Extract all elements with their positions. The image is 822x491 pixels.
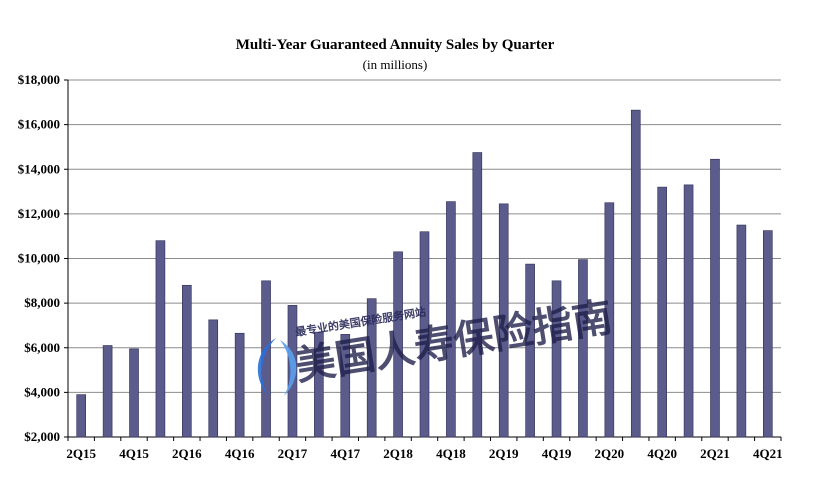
bars — [76, 109, 773, 438]
y-tick-label: $10,000 — [18, 251, 60, 266]
bar-1Q18 — [366, 298, 377, 438]
bar-4Q18 — [446, 201, 456, 438]
x-tick-label: 2Q20 — [595, 446, 625, 461]
y-tick-labels: $2,000 $4,000 $6,000 $8,000 $10,000 $12,000 $1… — [18, 72, 60, 444]
x-tick-labels: 2Q15 4Q15 2Q16 4Q16 2Q17 4Q17 2Q18 4Q18 2Q19 4Q19… — [66, 446, 782, 461]
y-tick-label: $4,000 — [24, 384, 60, 399]
x-tick-label: 2Q16 — [172, 446, 202, 461]
x-tick-label: 4Q17 — [330, 446, 360, 461]
bar-3Q18 — [419, 231, 430, 438]
bar-2Q21 — [710, 158, 720, 438]
chart-subtitle: (in millions) — [362, 57, 428, 72]
bar-3Q20 — [630, 109, 641, 438]
bar-4Q16 — [234, 332, 245, 438]
bar-1Q21 — [683, 184, 694, 438]
y-tick-label: $16,000 — [18, 117, 60, 132]
bar-4Q17 — [340, 334, 351, 438]
y-tick-label: $6,000 — [24, 340, 60, 355]
y-tick-label: $2,000 — [24, 429, 60, 444]
chart-title: Multi-Year Guaranteed Annuity Sales by Q… — [235, 37, 555, 53]
x-tick-label: 4Q19 — [542, 446, 572, 461]
bar-4Q20 — [657, 186, 667, 438]
bar-2Q19 — [498, 203, 509, 438]
bar-2Q20 — [604, 202, 615, 438]
y-tick-label: $18,000 — [18, 72, 60, 87]
bar-3Q16 — [208, 319, 219, 438]
x-tick-label: 4Q21 — [753, 446, 783, 461]
bar-2Q18 — [393, 251, 403, 438]
bar-2Q16 — [182, 284, 192, 438]
bar-3Q21 — [736, 224, 747, 438]
x-tick-label: 4Q20 — [647, 446, 677, 461]
bar-4Q15 — [129, 348, 139, 438]
bar-4Q19 — [551, 280, 562, 438]
x-tick-label: 2Q17 — [278, 446, 308, 461]
x-tick-label: 4Q16 — [225, 446, 255, 461]
x-tick-label: 2Q15 — [66, 446, 96, 461]
bar-3Q17 — [314, 331, 324, 438]
bar-4Q21 — [762, 230, 773, 438]
x-tick-label: 2Q21 — [700, 446, 730, 461]
y-tick-label: $14,000 — [18, 161, 60, 176]
bar-2Q15 — [76, 394, 87, 438]
y-tick-label: $8,000 — [24, 295, 60, 310]
bar-1Q16 — [155, 240, 166, 438]
bar-1Q19 — [472, 152, 483, 438]
x-tick-label: 4Q18 — [436, 446, 466, 461]
watermark: 最专业的美国保险服务网站 美国人寿保险指南 — [257, 294, 616, 396]
watermark-logo-icon — [257, 338, 297, 396]
x-tick-label: 2Q18 — [383, 446, 413, 461]
bar-3Q19 — [525, 263, 535, 438]
bar-3Q15 — [102, 345, 113, 438]
x-tick-label: 2Q19 — [489, 446, 519, 461]
bar-1Q20 — [578, 259, 588, 438]
y-tick-label: $12,000 — [18, 206, 60, 221]
x-tick-label: 4Q15 — [119, 446, 149, 461]
